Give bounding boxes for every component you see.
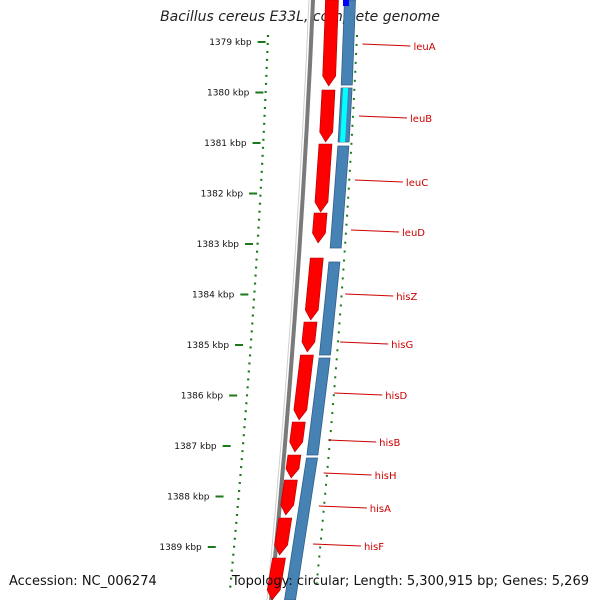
forward-cds-arrow [301,321,318,353]
reverse-cds-block [318,261,341,356]
gene-label: hisF [364,542,384,553]
scale-ticks: 1379 kbp 1380 kbp 1381 kbp 1382 kbp 1383 kbp… [159,38,266,553]
gene-label: leuD [402,228,425,239]
forward-cds-arrow [274,517,293,556]
scale-tick-label: 1386 kbp [181,392,224,402]
gene-label-connector [354,179,403,183]
scale-tick-label: 1379 kbp [209,38,252,48]
genome-stats-text: Topology: circular; Length: 5,300,915 bp… [231,574,589,589]
forward-cds-arrow [285,454,302,479]
reverse-strand-track [284,0,356,600]
gene-label-connector [328,439,377,443]
gene-label: leuA [413,42,435,53]
reverse-cds-block [329,145,350,249]
gene-label: hisH [375,471,397,482]
gene-label: leuB [410,114,432,125]
gene-label: leuC [406,178,428,189]
forward-cds-arrow [266,557,286,600]
reverse-cds-block [284,457,318,600]
scale-tick-label: 1389 kbp [159,543,202,553]
scale-tick-label: 1380 kbp [207,89,250,99]
scale-tick-label: 1385 kbp [187,341,230,351]
backbone-outer [269,0,315,600]
gene-label: hisB [379,438,400,449]
scale-tick-label: 1383 kbp [197,240,240,250]
gene-label-connector [345,293,394,297]
gene-label-connector [362,43,411,47]
highlight-feature [340,88,349,142]
scale-tick-label: 1382 kbp [201,190,244,200]
gene-label-connector [340,341,389,345]
backbone-inner [266,0,310,600]
forward-cds-arrow [280,479,298,516]
gene-label-connector [334,392,383,396]
forward-cds-arrow [293,354,314,421]
reverse-cds-block [306,357,331,456]
gene-label: hisZ [396,292,417,303]
scale-tick-label: 1381 kbp [204,139,247,149]
scale-tick-label: 1388 kbp [167,493,210,503]
gene-label-connector [323,472,372,476]
gene-label: hisG [391,340,413,351]
scale-tick-label: 1384 kbp [192,291,235,301]
forward-cds-arrow [322,0,339,87]
scale-dotted-line-right [315,34,358,591]
forward-cds-arrow [319,89,336,143]
map-title: Bacillus cereus E33L, complete genome [160,9,440,25]
scale-dotted-line [228,34,270,591]
forward-cds-arrow [314,143,333,213]
forward-strand-track [266,0,339,600]
gene-labels: leuA leuB leuC leuD hisZ hisG hisD hisB hisH hisA… [312,42,436,553]
gene-label-connector [312,543,361,547]
feature-marker [343,0,349,6]
gene-label: hisD [385,391,407,402]
forward-cds-arrow [312,212,328,244]
accession-text: Accession: NC_006274 [9,574,157,589]
gene-label-connector [351,229,400,233]
gene-label-connector [359,115,408,119]
gene-label-connector [318,505,367,509]
gene-label: hisA [370,504,391,515]
scale-tick-label: 1387 kbp [174,442,217,452]
reverse-cds-block [340,0,356,86]
forward-cds-arrow [304,257,324,321]
forward-cds-arrow [289,421,306,453]
